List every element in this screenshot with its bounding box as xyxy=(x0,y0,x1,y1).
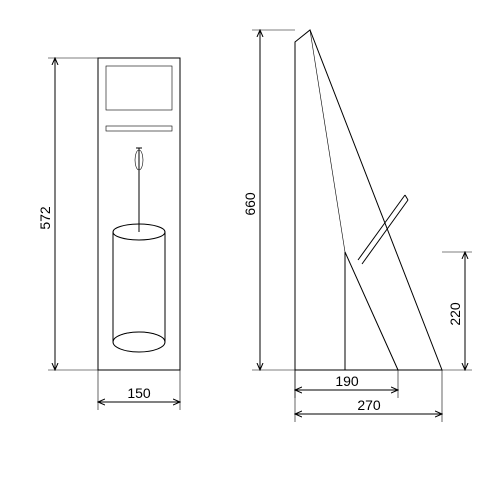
front-dim-width: 150 xyxy=(98,370,180,410)
dim-front-width: 150 xyxy=(127,385,151,401)
dim-side-brush-height: 220 xyxy=(447,302,463,326)
front-view xyxy=(98,58,180,370)
dim-side-depth: 270 xyxy=(357,397,381,413)
dim-side-height: 660 xyxy=(242,192,258,216)
dim-side-inset: 190 xyxy=(335,373,359,389)
side-dim-brush-height: 220 xyxy=(442,252,472,370)
side-view xyxy=(295,30,442,370)
dim-front-height: 572 xyxy=(37,206,53,230)
technical-drawing: 572 150 660 220 190 xyxy=(0,0,500,500)
side-dim-inset: 190 xyxy=(295,370,398,398)
front-dim-height: 572 xyxy=(37,58,98,370)
side-dim-height: 660 xyxy=(242,30,295,370)
side-dim-depth: 270 xyxy=(295,370,442,422)
